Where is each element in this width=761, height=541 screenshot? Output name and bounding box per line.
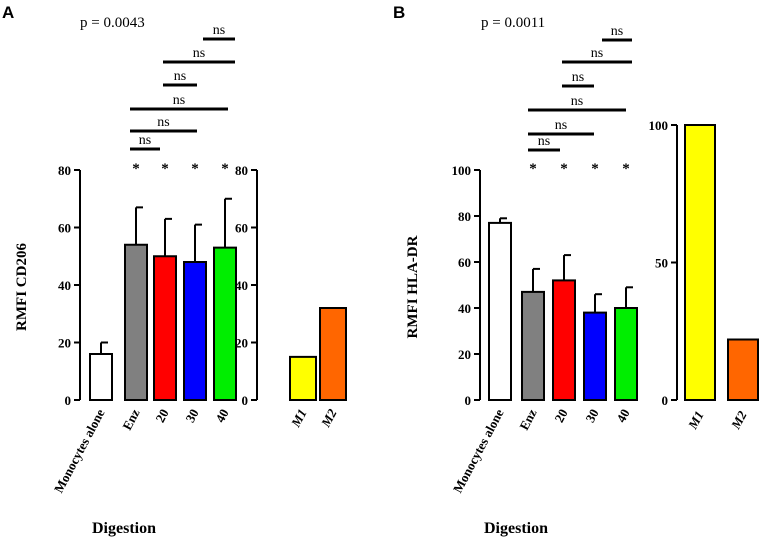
panel-b-y-tick-label: 40 xyxy=(458,301,471,316)
panel-b-ns-label: ns xyxy=(611,24,623,39)
panel-a-bar-monocytes-alone xyxy=(89,353,113,401)
panel-b-bar-30 xyxy=(583,311,607,402)
panel-a-inset-chart: 0 20 40 60 80 M1 M2 xyxy=(235,163,347,430)
panel-b-p-value: p = 0.0011 xyxy=(481,15,545,31)
panel-a-letter: A xyxy=(2,3,14,22)
panel-a-x-tick-label-enz: Enz xyxy=(119,406,143,432)
panel-b-ns-label: ns xyxy=(571,94,583,109)
panel-b-significance-star: * xyxy=(591,161,599,177)
panel-b-inset-y-tick-label: 100 xyxy=(649,118,669,133)
panel-a-significance-star: * xyxy=(161,161,169,177)
panel-b-inset-x-tick-label-m2: M2 xyxy=(727,408,749,432)
panel-a-y-tick-label: 20 xyxy=(58,336,71,351)
panel-a-ns-label: ns xyxy=(139,133,151,148)
panel-b-bar-40 xyxy=(614,307,638,401)
panel-b-bar-20 xyxy=(552,279,576,401)
panel-b-inset-y-tick-label: 50 xyxy=(655,256,668,271)
panel-b-x-axis-label: Digestion xyxy=(484,520,548,537)
panel-a-inset-y-tick-label: 40 xyxy=(235,278,248,293)
panel-a-inset-y-tick-label: 80 xyxy=(235,163,248,178)
panel-a-significance-star: * xyxy=(191,161,199,177)
panel-a-ns-label: ns xyxy=(157,115,169,130)
panel-a-bar-30 xyxy=(183,261,207,401)
panel-b-ns-label: ns xyxy=(572,70,584,85)
panel-b-significance-star: * xyxy=(622,161,630,177)
panel-a-y-tick-label: 40 xyxy=(58,278,71,293)
panel-b-inset-x-tick-label-m1: M1 xyxy=(684,408,706,432)
panel-a-x-tick-label-30: 30 xyxy=(182,406,201,425)
panel-a-inset-y-tick-label: 0 xyxy=(242,393,249,408)
panel-a-inset-y-tick-label: 20 xyxy=(235,336,248,351)
panel-a-x-tick-label-20: 20 xyxy=(152,406,171,425)
panel-a-bar-40 xyxy=(213,246,237,401)
panel-a-ns-label: ns xyxy=(193,46,205,61)
panel-b-y-axis-label: RMFI HLA-DR xyxy=(405,235,421,338)
panel-a-x-tick-label-40: 40 xyxy=(212,406,231,425)
panel-b-x-tick-label-20: 20 xyxy=(551,406,570,425)
panel-b-bar-monocytes-alone xyxy=(488,221,512,401)
panel-b-significance-star: * xyxy=(560,161,568,177)
panel-a-ns-label: ns xyxy=(174,69,186,84)
panel-a-y-tick-label: 0 xyxy=(65,393,72,408)
panel-b-x-tick-label-enz: Enz xyxy=(516,406,540,432)
panel-b-inset-y-tick-label: 0 xyxy=(662,393,669,408)
panel-b-ns-label: ns xyxy=(591,46,603,61)
panel-a-p-value: p = 0.0043 xyxy=(80,15,145,31)
panel-a-inset-bar-m2 xyxy=(319,307,347,401)
panel-a-inset-bar-m1 xyxy=(289,355,317,401)
panel-b-ns-label: ns xyxy=(555,118,567,133)
panel-a-ns-label: ns xyxy=(173,93,185,108)
panel-b-inset-bar-m1 xyxy=(684,124,716,401)
panel-a-ns-label: ns xyxy=(213,23,225,38)
panel-b-ns-label: ns xyxy=(538,134,550,149)
panel-b-inset-bar-m2 xyxy=(727,338,759,401)
panel-b-inset-chart: 0 50 100 M1 M2 xyxy=(649,118,759,432)
panel-a-inset-x-tick-label-m1: M1 xyxy=(287,406,309,430)
panel-b-y-tick-label: 0 xyxy=(465,393,472,408)
panel-a-bar-enz xyxy=(124,243,148,401)
panel-a-bar-20 xyxy=(153,255,177,401)
panel-b-y-tick-label: 20 xyxy=(458,347,471,362)
panel-b-y-tick-label: 80 xyxy=(458,209,471,224)
panel-a-significance-star: * xyxy=(221,161,229,177)
panel-b-chart: 0 20 40 60 80 100 Monocytes alone Enz 20 30 40 * * * *… xyxy=(450,24,638,495)
panel-a-y-axis-label: RMFI CD206 xyxy=(14,243,30,331)
panel-a-x-axis-label: Digestion xyxy=(92,520,156,537)
panel-b-y-tick-label: 100 xyxy=(452,163,472,178)
panel-a-significance-star: * xyxy=(132,161,140,177)
panel-b-bar-enz xyxy=(521,290,545,401)
panel-a-inset-x-tick-label-m2: M2 xyxy=(317,406,339,430)
panel-b-x-tick-label-30: 30 xyxy=(582,406,601,425)
panel-b-x-tick-label-40: 40 xyxy=(613,406,632,425)
panel-a-inset-y-tick-label: 60 xyxy=(235,221,248,236)
panel-a-y-tick-label: 80 xyxy=(58,163,71,178)
panel-b-y-tick-label: 60 xyxy=(458,255,471,270)
panel-b-x-tick-label-monocytes-alone: Monocytes alone xyxy=(450,406,507,495)
panel-a-y-tick-label: 60 xyxy=(58,221,71,236)
panel-b-letter: B xyxy=(393,3,405,22)
panel-b-significance-star: * xyxy=(529,161,537,177)
panel-a-x-tick-label-monocytes-alone: Monocytes alone xyxy=(51,406,108,495)
